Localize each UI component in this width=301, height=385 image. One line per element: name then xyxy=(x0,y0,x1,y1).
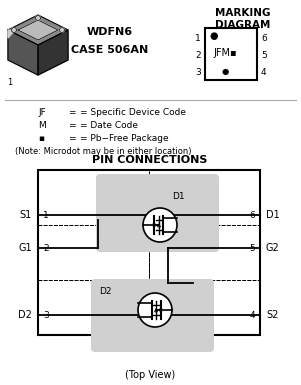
Text: = Specific Device Code: = Specific Device Code xyxy=(80,108,186,117)
Text: 4: 4 xyxy=(261,67,267,77)
Text: 3: 3 xyxy=(195,67,201,77)
Text: 6: 6 xyxy=(249,211,255,219)
Circle shape xyxy=(143,208,177,242)
Text: 2: 2 xyxy=(195,50,201,60)
Bar xyxy=(38,225,149,280)
Text: D2: D2 xyxy=(99,286,111,296)
Text: 1: 1 xyxy=(43,211,49,219)
Text: ●: ● xyxy=(221,67,229,75)
Bar xyxy=(38,280,149,335)
Text: 4: 4 xyxy=(249,310,255,320)
Polygon shape xyxy=(18,20,58,40)
Bar xyxy=(149,225,260,280)
Bar xyxy=(38,170,149,225)
Text: ●: ● xyxy=(209,31,218,41)
Text: D1: D1 xyxy=(266,210,280,220)
Circle shape xyxy=(36,15,41,20)
Text: S1: S1 xyxy=(20,210,32,220)
Circle shape xyxy=(138,293,172,327)
Text: 6: 6 xyxy=(261,33,267,42)
Text: = Date Code: = Date Code xyxy=(80,121,138,130)
Text: = Pb−Free Package: = Pb−Free Package xyxy=(80,134,169,143)
Text: (Top View): (Top View) xyxy=(125,370,175,380)
Text: JF: JF xyxy=(38,108,46,117)
Bar xyxy=(149,280,260,335)
Text: JFM▪: JFM▪ xyxy=(213,48,237,58)
Text: =: = xyxy=(68,121,76,130)
Text: 1: 1 xyxy=(195,33,201,42)
Text: MARKING
DIAGRAM: MARKING DIAGRAM xyxy=(215,8,271,30)
Polygon shape xyxy=(8,30,15,38)
Text: S2: S2 xyxy=(266,310,278,320)
Text: M: M xyxy=(38,121,46,130)
Text: =: = xyxy=(68,134,76,143)
Circle shape xyxy=(60,27,64,32)
Polygon shape xyxy=(8,15,68,45)
Bar xyxy=(205,28,257,80)
Bar xyxy=(38,170,260,335)
Bar xyxy=(149,170,260,225)
Polygon shape xyxy=(38,30,68,75)
Text: ▪: ▪ xyxy=(38,134,44,143)
Text: PIN CONNECTIONS: PIN CONNECTIONS xyxy=(92,155,208,165)
Text: 5: 5 xyxy=(261,50,267,60)
Text: CASE 506AN: CASE 506AN xyxy=(71,45,149,55)
Text: =: = xyxy=(68,108,76,117)
Polygon shape xyxy=(8,30,38,75)
FancyBboxPatch shape xyxy=(91,279,214,352)
Text: 5: 5 xyxy=(249,243,255,253)
Text: WDFN6: WDFN6 xyxy=(87,27,133,37)
Text: 1: 1 xyxy=(8,77,13,87)
Text: G2: G2 xyxy=(266,243,280,253)
Text: (Note: Microdot may be in either location): (Note: Microdot may be in either locatio… xyxy=(15,147,191,156)
Text: 3: 3 xyxy=(43,310,49,320)
Text: G1: G1 xyxy=(18,243,32,253)
FancyBboxPatch shape xyxy=(96,174,219,252)
Circle shape xyxy=(11,27,17,32)
Text: 2: 2 xyxy=(43,243,49,253)
Text: D2: D2 xyxy=(18,310,32,320)
Text: D1: D1 xyxy=(172,191,185,201)
